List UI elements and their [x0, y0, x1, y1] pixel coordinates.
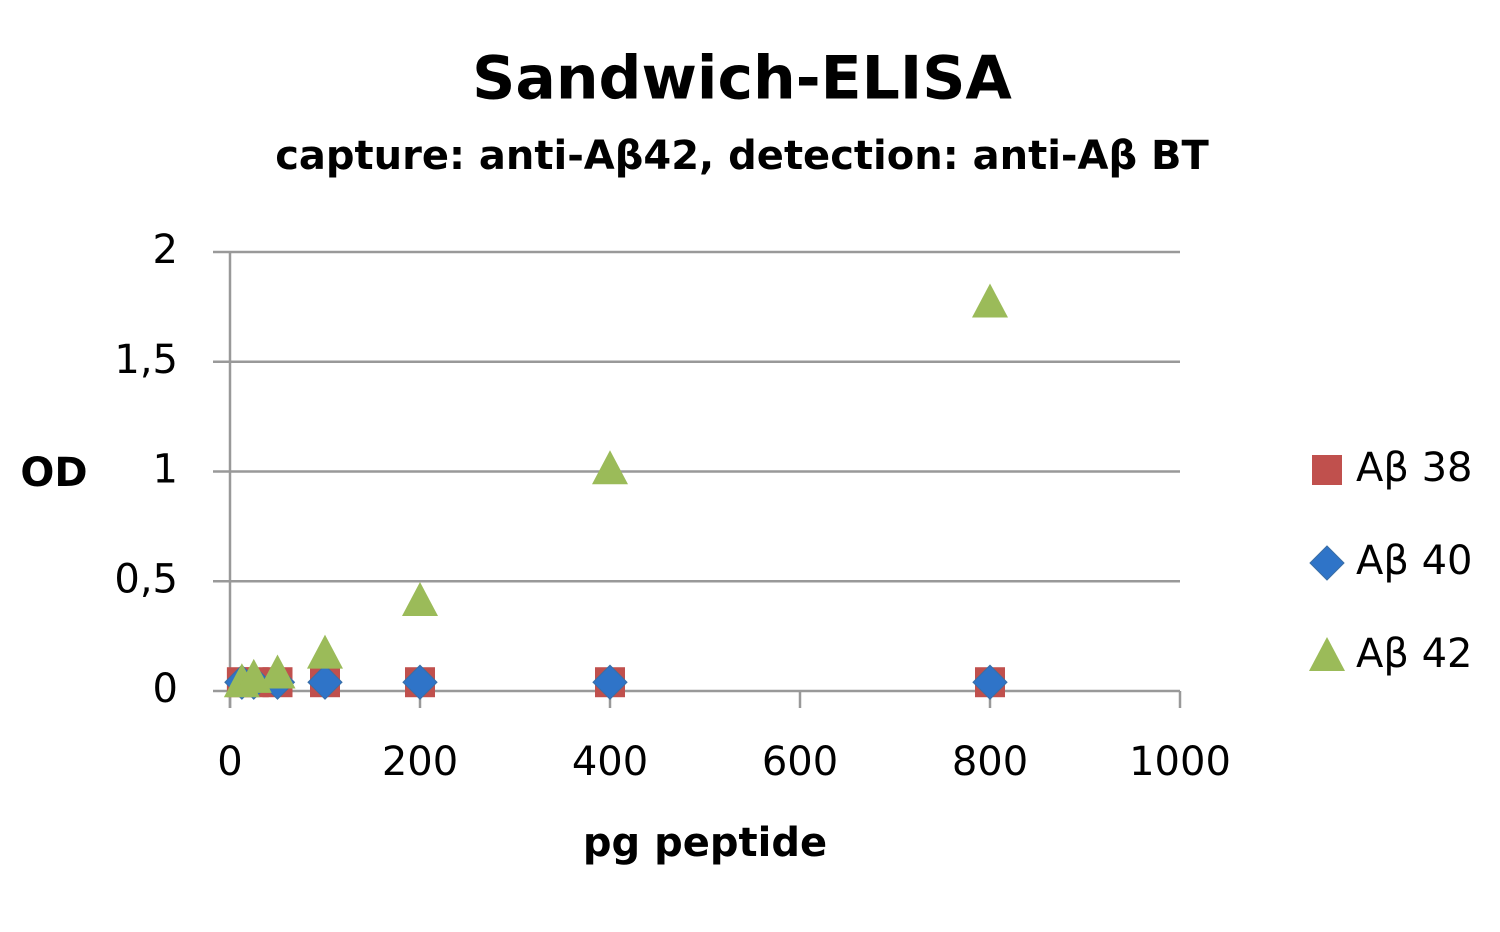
- y-tick-label: 1: [153, 447, 178, 493]
- marker-diamond: [1309, 545, 1345, 581]
- chart-title: Sandwich-ELISA: [472, 44, 1012, 114]
- y-tick-label: 0: [153, 666, 178, 712]
- marker-diamond: [307, 664, 343, 700]
- x-tick-label: 600: [762, 739, 838, 785]
- y-tick-label: 2: [153, 227, 178, 273]
- x-axis-label: pg peptide: [583, 820, 827, 866]
- x-tick-label: 400: [572, 739, 648, 785]
- x-tick-label: 1000: [1129, 739, 1231, 785]
- marker-diamond: [592, 664, 628, 700]
- legend-label: Aβ 38: [1356, 445, 1473, 491]
- legend-label: Aβ 40: [1356, 538, 1473, 584]
- marker-triangle: [402, 582, 438, 617]
- marker-diamond: [972, 664, 1008, 700]
- marker-triangle: [972, 283, 1008, 318]
- marker-square: [1312, 455, 1342, 485]
- legend-label: Aβ 42: [1356, 631, 1473, 677]
- x-tick-label: 0: [217, 739, 242, 785]
- marker-triangle: [592, 450, 628, 485]
- marker-triangle: [1309, 637, 1345, 671]
- x-tick-label: 800: [952, 739, 1028, 785]
- chart-subtitle: capture: anti-Aβ42, detection: anti-Aβ B…: [275, 133, 1209, 179]
- marker-diamond: [402, 664, 438, 700]
- y-tick-label: 1,5: [114, 337, 178, 383]
- y-axis-label: OD: [20, 450, 87, 496]
- y-tick-label: 0,5: [114, 556, 178, 602]
- x-tick-label: 200: [382, 739, 458, 785]
- marker-triangle: [259, 654, 296, 689]
- marker-triangle: [307, 634, 343, 669]
